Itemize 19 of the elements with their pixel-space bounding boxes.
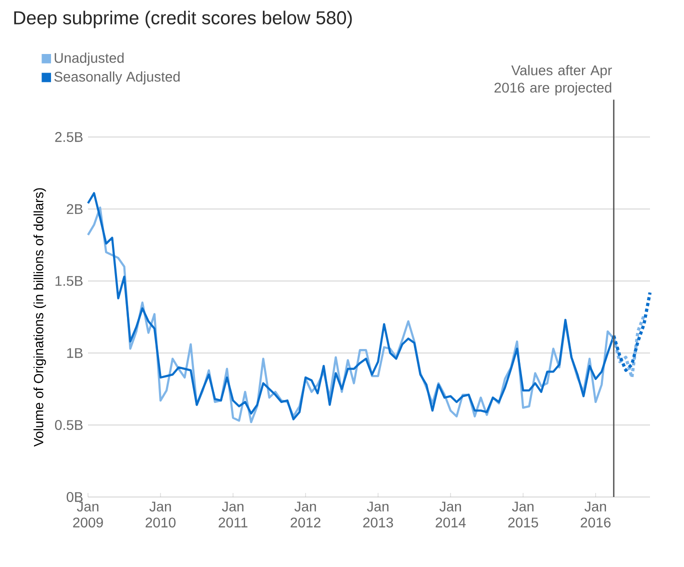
x-tick-label: Jan 2011 — [218, 502, 248, 528]
x-tick-label: Jan 2012 — [290, 502, 320, 528]
x-tick-label: Jan 2015 — [508, 502, 538, 528]
y-tick-label: 0.5B — [55, 420, 83, 430]
y-tick-label: 0B — [66, 492, 83, 502]
x-tick-label: Jan 2013 — [363, 502, 394, 528]
y-tick-label: 1.5B — [56, 276, 83, 286]
legend-label: Seasonally Adjusted — [54, 71, 180, 84]
x-tick-label: Jan 2009 — [73, 502, 103, 528]
chart-title: Deep subprime (credit scores below 580) — [14, 10, 352, 28]
y-tick-label: 2.5B — [55, 132, 83, 142]
legend-label: Unadjusted — [54, 52, 124, 66]
y-axis-title: Volume of Originations (in billions of dollars) — [34, 188, 46, 447]
x-tick-label: Jan 2010 — [146, 502, 176, 528]
y-tick-label: 1B — [67, 348, 83, 358]
x-tick-label: Jan 2014 — [436, 502, 466, 528]
x-tick-label: Jan 2016 — [580, 502, 611, 528]
ref-line-label: Values after Apr 2016 are projected — [494, 65, 612, 96]
y-tick-label: 2B — [66, 204, 83, 214]
